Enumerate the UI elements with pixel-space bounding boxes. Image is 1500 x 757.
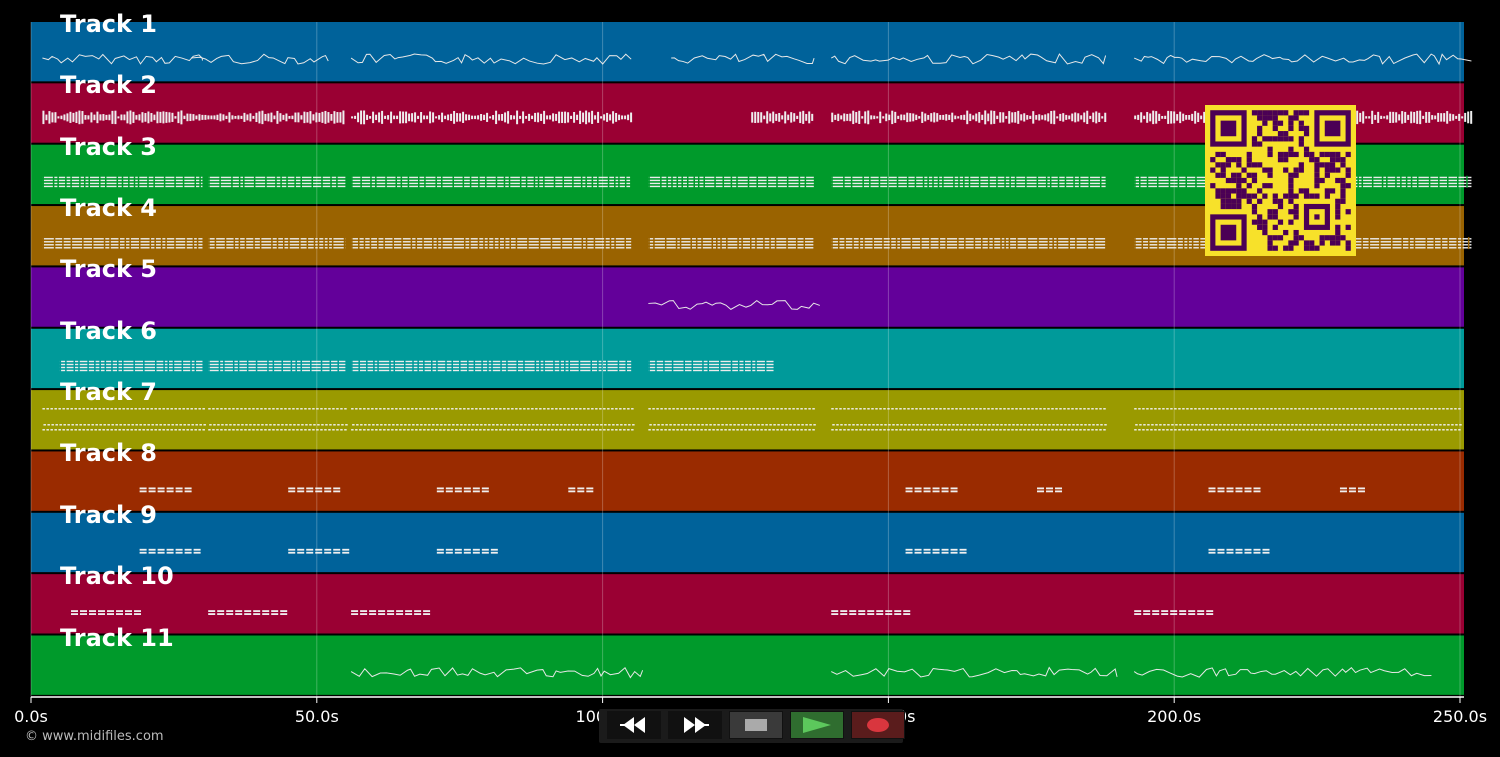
note-segment bbox=[351, 237, 632, 250]
note-segment bbox=[71, 610, 142, 615]
note-segment bbox=[436, 548, 498, 554]
rewind-icon bbox=[620, 717, 645, 733]
track-lane bbox=[31, 451, 1464, 511]
note-segment bbox=[648, 237, 815, 250]
track-lane bbox=[31, 22, 1472, 82]
track-lane-background bbox=[31, 328, 1464, 389]
note-segment bbox=[208, 237, 346, 250]
track-lane bbox=[31, 574, 1464, 634]
track-lane bbox=[31, 390, 1464, 450]
note-segment bbox=[1339, 487, 1365, 493]
note-segment bbox=[208, 175, 346, 188]
play-button[interactable] bbox=[790, 711, 844, 739]
note-segment bbox=[436, 487, 489, 493]
note-segment bbox=[1037, 487, 1063, 493]
note-segment bbox=[350, 53, 632, 65]
note-segment bbox=[42, 110, 345, 125]
note-segment bbox=[42, 175, 203, 188]
note-segment bbox=[288, 487, 341, 493]
note-segment bbox=[1134, 610, 1214, 615]
note-segment bbox=[288, 548, 350, 554]
axis-tick-label: 0.0s bbox=[14, 707, 48, 726]
note-segment bbox=[139, 487, 192, 493]
track-lane-background bbox=[31, 267, 1464, 327]
note-segment bbox=[568, 487, 594, 493]
axis-tick-label: 200.0s bbox=[1147, 707, 1202, 726]
note-segment bbox=[208, 610, 288, 615]
note-segment bbox=[751, 110, 814, 124]
stop-button[interactable] bbox=[729, 711, 783, 739]
transport-controls bbox=[599, 709, 905, 743]
track-lane-background bbox=[31, 451, 1464, 511]
axis-tick-label: 250.0s bbox=[1432, 707, 1488, 726]
note-segment bbox=[351, 359, 632, 372]
record-icon bbox=[867, 718, 889, 732]
note-segment bbox=[208, 408, 348, 431]
note-segment bbox=[350, 666, 644, 679]
note-segment bbox=[1134, 408, 1462, 431]
track-lane bbox=[31, 267, 1464, 327]
qr-code bbox=[1205, 105, 1356, 256]
note-segment bbox=[831, 53, 1107, 65]
track-lane-background bbox=[31, 390, 1464, 450]
note-segment bbox=[671, 53, 815, 65]
track-lane bbox=[31, 328, 1464, 389]
note-segment bbox=[648, 299, 820, 310]
note-segment bbox=[351, 610, 431, 615]
note-segment bbox=[648, 175, 816, 188]
note-segment bbox=[831, 666, 1118, 678]
note-segment bbox=[351, 175, 632, 188]
track-lane bbox=[31, 635, 1464, 695]
note-segment bbox=[905, 548, 967, 554]
note-segment bbox=[648, 359, 776, 372]
note-segment bbox=[905, 487, 958, 493]
stop-icon bbox=[745, 719, 767, 731]
note-segment bbox=[42, 237, 203, 250]
fast-forward-button[interactable] bbox=[668, 711, 722, 739]
play-icon bbox=[803, 717, 831, 733]
rewind-button[interactable] bbox=[607, 711, 661, 739]
record-button[interactable] bbox=[851, 711, 905, 739]
note-segment bbox=[831, 175, 1106, 188]
note-segment bbox=[1208, 548, 1270, 554]
note-segment bbox=[831, 110, 1107, 125]
note-segment bbox=[1208, 487, 1261, 493]
fast-forward-icon bbox=[684, 717, 709, 733]
note-segment bbox=[351, 110, 633, 125]
credit-text: © www.midifiles.com bbox=[25, 729, 164, 744]
track-lane bbox=[31, 512, 1464, 573]
note-segment bbox=[648, 408, 816, 431]
note-segment bbox=[831, 610, 911, 615]
track-lane-background bbox=[31, 574, 1464, 634]
note-segment bbox=[831, 237, 1107, 250]
axis-tick-label: 50.0s bbox=[294, 707, 339, 726]
note-segment bbox=[139, 548, 201, 554]
note-segment bbox=[42, 53, 203, 65]
note-segment bbox=[351, 408, 635, 431]
note-segment bbox=[831, 408, 1107, 431]
track-lane-background bbox=[31, 635, 1464, 695]
note-segment bbox=[42, 408, 206, 431]
note-segment bbox=[1133, 667, 1432, 678]
note-segment bbox=[59, 359, 203, 372]
note-segment bbox=[1133, 53, 1472, 66]
note-segment bbox=[191, 53, 329, 65]
track-lane-background bbox=[31, 512, 1464, 573]
note-segment bbox=[208, 359, 346, 372]
track-lane-background bbox=[31, 22, 1464, 82]
